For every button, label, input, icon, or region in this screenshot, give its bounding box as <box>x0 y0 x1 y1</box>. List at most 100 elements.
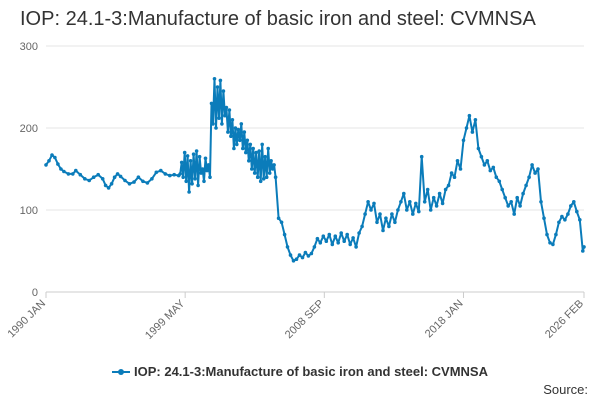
data-point[interactable] <box>205 168 209 173</box>
data-point[interactable] <box>527 175 531 179</box>
data-point[interactable] <box>285 245 290 249</box>
data-point[interactable] <box>473 118 478 122</box>
data-point[interactable] <box>518 204 522 208</box>
data-point[interactable] <box>402 191 406 196</box>
data-point[interactable] <box>503 195 508 200</box>
data-point[interactable] <box>437 191 442 196</box>
data-point[interactable] <box>239 122 244 126</box>
data-point[interactable] <box>461 138 466 143</box>
data-point[interactable] <box>542 216 546 220</box>
data-point[interactable] <box>202 179 206 184</box>
data-point[interactable] <box>191 152 196 156</box>
data-point[interactable] <box>342 239 347 243</box>
data-point[interactable] <box>369 208 373 212</box>
data-point[interactable] <box>50 153 54 157</box>
data-point[interactable] <box>297 253 302 257</box>
data-point[interactable] <box>548 241 552 245</box>
data-point[interactable] <box>422 200 427 204</box>
data-point[interactable] <box>250 167 254 171</box>
data-point[interactable] <box>551 242 555 247</box>
data-point[interactable] <box>500 187 505 192</box>
data-point[interactable] <box>419 154 424 159</box>
data-point[interactable] <box>443 187 448 192</box>
data-point[interactable] <box>506 204 511 208</box>
data-point[interactable] <box>357 231 361 235</box>
data-point[interactable] <box>515 195 519 200</box>
data-point[interactable] <box>233 126 238 130</box>
data-point[interactable] <box>455 159 460 163</box>
data-point[interactable] <box>282 232 287 237</box>
data-point[interactable] <box>545 232 549 237</box>
data-point[interactable] <box>248 142 253 147</box>
data-point[interactable] <box>154 170 159 175</box>
data-point[interactable] <box>185 154 190 158</box>
data-point[interactable] <box>566 212 570 216</box>
data-point[interactable] <box>267 171 272 175</box>
data-point[interactable] <box>372 201 376 206</box>
data-point[interactable] <box>330 242 335 247</box>
data-point[interactable] <box>428 208 433 212</box>
data-point[interactable] <box>581 249 585 253</box>
data-point[interactable] <box>306 254 311 258</box>
data-point[interactable] <box>100 177 105 181</box>
data-point[interactable] <box>336 241 341 245</box>
data-point[interactable] <box>182 150 187 155</box>
data-point[interactable] <box>242 130 247 134</box>
data-point[interactable] <box>188 159 193 163</box>
data-point[interactable] <box>536 167 540 171</box>
data-point[interactable] <box>273 175 278 179</box>
data-point[interactable] <box>375 220 379 225</box>
data-point[interactable] <box>321 234 326 238</box>
data-point[interactable] <box>178 172 182 176</box>
data-point[interactable] <box>530 163 534 167</box>
data-point[interactable] <box>96 172 100 177</box>
data-point[interactable] <box>294 257 299 262</box>
data-point[interactable] <box>220 122 224 126</box>
data-point[interactable] <box>254 150 258 155</box>
data-point[interactable] <box>145 181 150 185</box>
data-point[interactable] <box>524 183 528 188</box>
data-point[interactable] <box>440 201 445 206</box>
data-point[interactable] <box>381 228 385 233</box>
data-point[interactable] <box>560 214 564 219</box>
data-point[interactable] <box>470 130 475 134</box>
data-point[interactable] <box>479 154 484 159</box>
data-point[interactable] <box>521 191 525 196</box>
data-point[interactable] <box>318 241 323 245</box>
data-point[interactable] <box>103 183 108 188</box>
data-point[interactable] <box>229 134 233 138</box>
data-point[interactable] <box>482 163 487 167</box>
data-point[interactable] <box>393 220 397 225</box>
legend[interactable]: IOP: 24.1-3:Manufacture of basic iron an… <box>0 364 600 379</box>
data-point[interactable] <box>168 173 172 178</box>
data-point[interactable] <box>414 201 418 206</box>
data-point[interactable] <box>193 177 197 181</box>
data-point[interactable] <box>179 160 184 165</box>
data-point[interactable] <box>215 85 220 89</box>
data-point[interactable] <box>339 231 344 235</box>
data-point[interactable] <box>464 126 469 130</box>
data-point[interactable] <box>279 220 284 225</box>
data-point[interactable] <box>354 245 358 249</box>
data-point[interactable] <box>288 253 293 257</box>
data-point[interactable] <box>261 177 266 181</box>
data-point[interactable] <box>217 116 221 120</box>
data-point[interactable] <box>333 234 338 238</box>
data-point[interactable] <box>324 239 329 243</box>
data-point[interactable] <box>431 195 436 200</box>
data-point[interactable] <box>190 182 194 186</box>
data-point[interactable] <box>136 175 141 179</box>
data-point[interactable] <box>245 138 250 143</box>
data-point[interactable] <box>351 236 355 240</box>
data-point[interactable] <box>223 113 227 118</box>
data-point[interactable] <box>494 175 499 179</box>
data-point[interactable] <box>485 159 490 163</box>
data-point[interactable] <box>417 209 421 214</box>
data-point[interactable] <box>378 212 382 216</box>
data-point[interactable] <box>452 175 457 179</box>
data-point[interactable] <box>252 171 257 175</box>
data-point[interactable] <box>539 200 543 204</box>
data-point[interactable] <box>446 183 451 188</box>
data-point[interactable] <box>425 187 430 192</box>
data-point[interactable] <box>181 175 185 179</box>
